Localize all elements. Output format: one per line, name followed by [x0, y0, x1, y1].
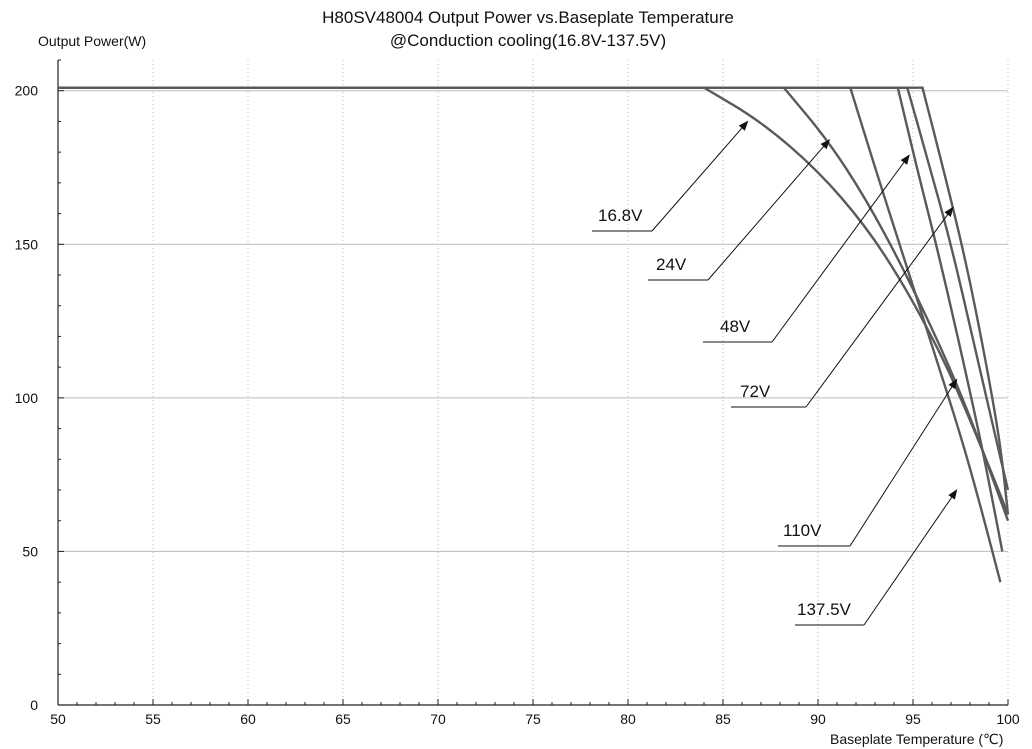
series-line-110v: [58, 86, 1010, 491]
x-tick-label: 55: [145, 711, 161, 727]
y-tick-label: 50: [22, 543, 38, 559]
x-tick-label: 80: [620, 711, 636, 727]
chart-title: H80SV48004 Output Power vs.Baseplate Tem…: [322, 8, 734, 27]
x-tick-label: 85: [715, 711, 731, 727]
annotation-arrow: [849, 378, 958, 547]
y-tick-label: 0: [30, 697, 38, 713]
series-line-72v: [58, 86, 1004, 552]
x-tick-label: 50: [50, 711, 66, 727]
series-line-137-5v: [58, 86, 1010, 515]
annotation-arrow: [771, 154, 910, 343]
x-tick-label: 95: [905, 711, 921, 727]
x-tick-label: 75: [525, 711, 541, 727]
annotation-label: 110V: [783, 521, 822, 540]
y-axis-label: Output Power(W): [38, 33, 147, 49]
y-tick-label: 200: [15, 83, 39, 99]
x-tick-label: 100: [996, 711, 1020, 727]
series-line-16-8v: [58, 86, 1010, 516]
x-tick-label: 60: [240, 711, 256, 727]
y-tick-label: 100: [15, 390, 39, 406]
annotation-label: 137.5V: [797, 600, 852, 619]
chart-subtitle: @Conduction cooling(16.8V-137.5V): [389, 31, 667, 50]
annotation-label: 16.8V: [598, 206, 643, 225]
annotation-arrow: [805, 206, 954, 408]
annotation-label: 72V: [740, 382, 771, 401]
annotation-label: 24V: [656, 255, 687, 274]
series-line-48v: [58, 86, 1002, 583]
x-tick-label: 70: [430, 711, 446, 727]
annotation-label: 48V: [720, 317, 751, 336]
annotation-arrow: [863, 489, 958, 626]
series-line-24v: [58, 86, 1010, 522]
annotation-arrow: [651, 120, 749, 232]
x-tick-label: 90: [810, 711, 826, 727]
x-tick-label: 65: [335, 711, 351, 727]
annotation-arrow: [707, 139, 831, 281]
x-axis-label: Baseplate Temperature (℃): [830, 731, 1004, 747]
y-tick-label: 150: [15, 236, 39, 252]
